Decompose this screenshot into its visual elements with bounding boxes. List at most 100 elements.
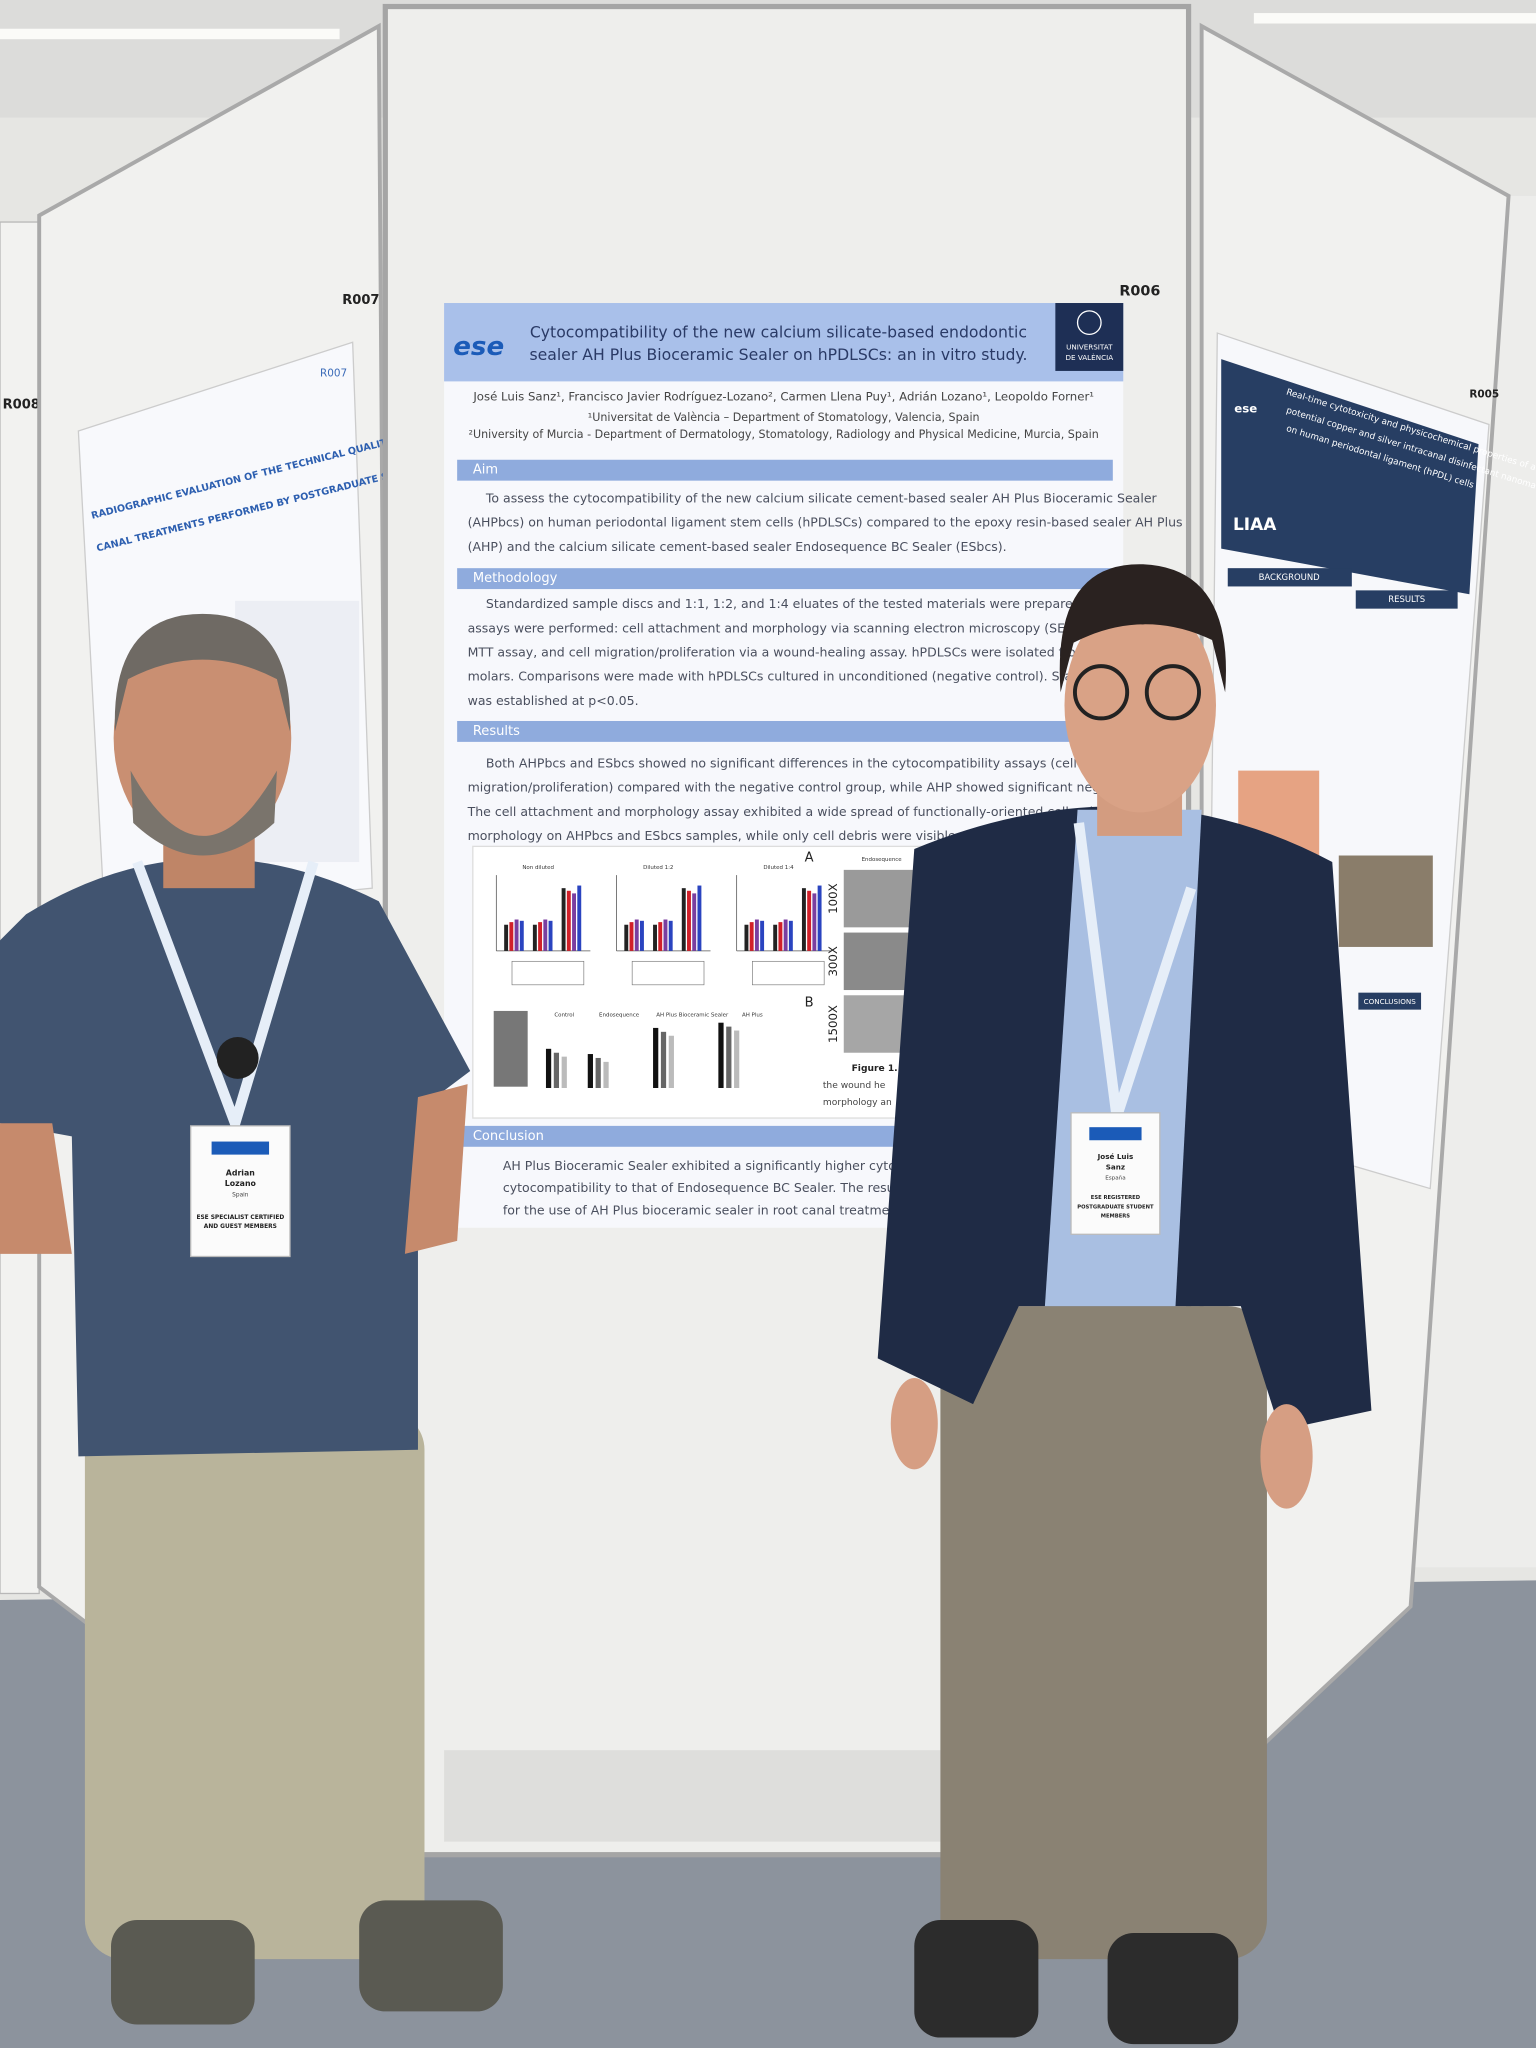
paragraph-line: AH Plus Bioceramic Sealer exhibited a si…: [503, 1158, 931, 1173]
legend-box: [752, 960, 825, 986]
ceiling-light: [1253, 13, 1536, 24]
figure-bar: [760, 920, 765, 951]
panel-title: Diluted 1:2: [643, 865, 673, 871]
badge-logo: [211, 1141, 270, 1155]
figure-bar: [718, 1022, 724, 1088]
figure-bar: [653, 924, 657, 951]
glasses: [1072, 664, 1130, 721]
beard: [130, 770, 277, 856]
magnification: 1500X: [826, 1005, 840, 1043]
caption: the wound he: [823, 1081, 886, 1091]
shoe: [111, 1920, 255, 2025]
figure-bar: [749, 922, 754, 951]
caption: Figure 1.: [852, 1064, 898, 1074]
shoe: [359, 1900, 503, 2012]
panel-title: Endosequence: [599, 1012, 640, 1018]
poster-title: sealer AH Plus Bioceramic Sealer on hPDL…: [529, 345, 1027, 364]
figure-bar: [577, 885, 582, 951]
figure-bar: [561, 888, 566, 951]
panel-title: Non diluted: [522, 865, 554, 871]
badge-name: Sanz: [1106, 1163, 1125, 1172]
figure-bar: [566, 890, 571, 951]
section-heading: RESULTS: [1388, 594, 1425, 604]
pants: [84, 1410, 425, 1960]
paragraph-line: Standardized sample discs and 1:1, 1:2, …: [486, 596, 1143, 611]
paragraph-line: Both AHPbcs and ESbcs showed no signific…: [486, 756, 1134, 771]
section-heading: Aim: [473, 463, 498, 478]
paragraph-line: was established at p<0.05.: [468, 693, 639, 708]
figure-bar: [658, 922, 663, 951]
board-number: R008: [3, 397, 40, 412]
head: [113, 623, 292, 853]
paragraph-line: migration/proliferation) compared with t…: [468, 780, 1163, 795]
figure-bar: [629, 922, 634, 951]
figure-bar: [624, 924, 629, 951]
figure-bar: [687, 890, 691, 951]
board-number: R005: [1469, 388, 1499, 400]
badge-country: Spain: [232, 1193, 249, 1199]
figure-bar: [603, 1061, 609, 1088]
arm: [404, 1084, 468, 1254]
figure-bar: [509, 922, 514, 951]
paragraph-line: (AHPbcs) on human periodontal ligament s…: [468, 515, 1183, 530]
paragraph-line: molars. Comparisons were made with hPDLS…: [468, 669, 1147, 684]
badge-country: España: [1105, 1176, 1125, 1182]
paragraph-line: assays were performed: cell attachment a…: [468, 620, 1151, 635]
figure-bar: [697, 885, 702, 951]
university-seal: [1076, 310, 1102, 336]
panel-title: AH Plus Bioceramic Sealer: [656, 1012, 729, 1018]
section-bar: [457, 568, 1113, 590]
authors: José Luis Sanz¹, Francisco Javier Rodríg…: [472, 390, 1094, 404]
section-bar: [457, 720, 1113, 742]
lanyard: [132, 860, 319, 1140]
legend-box: [511, 960, 585, 986]
logo: ese: [1234, 401, 1257, 415]
poster-tag: R007: [320, 368, 347, 380]
sem-header: Endosequence: [862, 857, 903, 863]
hand: [890, 1377, 938, 1470]
logo: ese: [453, 332, 504, 362]
figure-bar: [532, 924, 537, 951]
sem-image: [843, 869, 920, 928]
figure-bar: [754, 919, 759, 951]
figure-bar: [640, 920, 644, 951]
university-name: DE VALÈNCIA: [1066, 353, 1114, 362]
legend-box: [631, 960, 705, 986]
section-heading: Conclusion: [473, 1129, 544, 1144]
person-right: [877, 564, 1372, 2045]
paragraph-line: (AHP) and the calcium silicate cement-ba…: [468, 539, 1007, 554]
paragraph-line: The cell attachment and morphology assay…: [467, 804, 1160, 819]
figure-bar: [668, 920, 673, 951]
figure-bar: [545, 1048, 552, 1088]
poster-title: Cytocompatibility of the new calcium sil…: [530, 323, 1027, 342]
figure-bar: [773, 924, 778, 951]
figure-bar: [778, 922, 783, 951]
paragraph-line: for the use of AH Plus bioceramic sealer…: [503, 1202, 906, 1217]
figure-bar: [663, 919, 668, 951]
badge-category: ESE SPECIALIST CERTIFIED: [196, 1215, 284, 1221]
section-heading: CONCLUSIONS: [1364, 997, 1417, 1006]
figure-bar: [514, 919, 519, 951]
figure-bar: [543, 919, 548, 951]
figure-bar: [681, 888, 686, 951]
right-poster-header: [1221, 359, 1479, 595]
figure-bar: [807, 890, 812, 951]
badge-category: MEMBERS: [1101, 1214, 1131, 1220]
university-name: UNIVERSITAT: [1066, 342, 1113, 351]
figure-bar: [595, 1057, 601, 1088]
figure-bar: [504, 924, 509, 951]
caption: morphology an: [823, 1098, 892, 1108]
figure-bar: [812, 893, 817, 951]
figure-bar: [548, 920, 553, 951]
badge-name: Lozano: [225, 1179, 257, 1188]
hand: [1260, 1404, 1313, 1509]
shoe: [914, 1920, 1039, 2038]
figure-bar: [744, 924, 749, 951]
arm: [0, 1123, 72, 1254]
figure-bar: [553, 1052, 560, 1088]
pants: [940, 1306, 1267, 1960]
section-heading: Results: [473, 724, 520, 739]
figure-bar: [692, 893, 697, 951]
